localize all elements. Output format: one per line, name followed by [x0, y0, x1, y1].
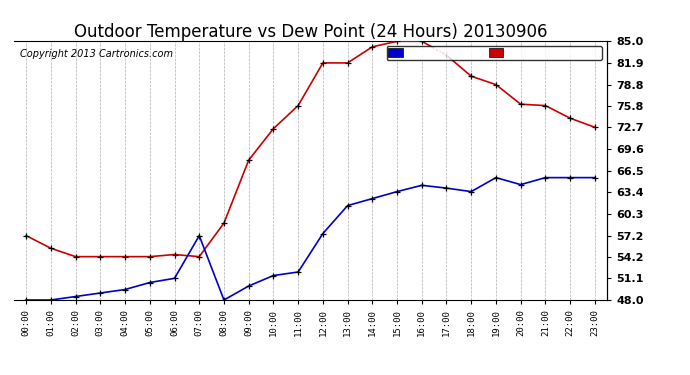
Title: Outdoor Temperature vs Dew Point (24 Hours) 20130906: Outdoor Temperature vs Dew Point (24 Hou… — [74, 23, 547, 41]
Legend: Dew Point (°F), Temperature (°F): Dew Point (°F), Temperature (°F) — [386, 46, 602, 60]
Text: Copyright 2013 Cartronics.com: Copyright 2013 Cartronics.com — [20, 49, 172, 59]
